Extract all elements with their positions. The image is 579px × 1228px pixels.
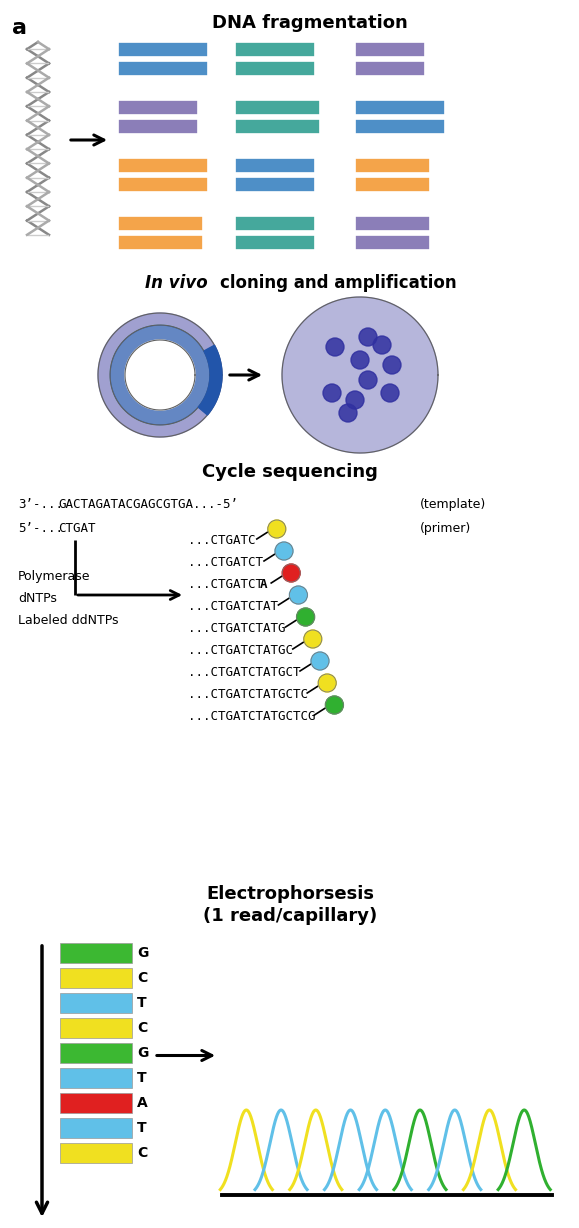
Text: 5’-...: 5’-...: [18, 522, 63, 535]
Circle shape: [381, 384, 399, 402]
Circle shape: [323, 384, 341, 402]
Circle shape: [268, 519, 286, 538]
Polygon shape: [110, 325, 210, 425]
Circle shape: [351, 351, 369, 368]
Text: In vivo: In vivo: [145, 274, 208, 292]
Polygon shape: [282, 297, 438, 453]
Circle shape: [326, 338, 344, 356]
Text: ...CTGATCTATG: ...CTGATCTATG: [188, 623, 285, 635]
Bar: [60, 968, 132, 989]
Bar: [60, 1043, 132, 1063]
Bar: [235, 216, 315, 231]
Bar: [235, 119, 320, 134]
Text: Cycle sequencing: Cycle sequencing: [202, 463, 378, 481]
Text: C: C: [137, 971, 147, 985]
Bar: [235, 235, 315, 251]
Bar: [60, 1018, 132, 1038]
Text: T: T: [137, 1121, 146, 1135]
Circle shape: [346, 391, 364, 409]
Text: G: G: [137, 1046, 148, 1060]
Text: ...CTGATCTATGCT: ...CTGATCTATGCT: [188, 666, 301, 679]
Circle shape: [296, 608, 314, 626]
Bar: [60, 1068, 132, 1088]
Text: 3’-...: 3’-...: [18, 499, 63, 511]
Circle shape: [339, 404, 357, 422]
Text: ...CTGATCTATGCTCG: ...CTGATCTATGCTCG: [188, 710, 316, 723]
Circle shape: [359, 328, 377, 346]
Bar: [60, 1143, 132, 1163]
Text: GACTAGATACGAGCGTGA...-5’: GACTAGATACGAGCGTGA...-5’: [58, 499, 238, 511]
Bar: [118, 99, 198, 115]
Text: Labeled ddNTPs: Labeled ddNTPs: [18, 614, 119, 628]
Text: C: C: [137, 1146, 147, 1160]
Bar: [355, 216, 430, 231]
Bar: [118, 119, 198, 134]
Bar: [60, 993, 132, 1013]
Text: G: G: [137, 946, 148, 960]
Bar: [355, 119, 445, 134]
Text: a: a: [12, 18, 27, 38]
Text: ...CTGATCTAT: ...CTGATCTAT: [188, 600, 278, 613]
Text: Electrophorsesis: Electrophorsesis: [206, 885, 374, 903]
Circle shape: [325, 696, 343, 713]
Text: ...CTGATCT: ...CTGATCT: [188, 556, 263, 569]
Polygon shape: [198, 345, 222, 415]
Bar: [118, 216, 203, 231]
Bar: [235, 158, 315, 173]
Bar: [118, 61, 208, 76]
Polygon shape: [98, 313, 222, 437]
Bar: [355, 99, 445, 115]
Text: (1 read/capillary): (1 read/capillary): [203, 907, 377, 925]
Circle shape: [290, 586, 307, 604]
Circle shape: [359, 371, 377, 389]
Text: Polymerase: Polymerase: [18, 570, 90, 583]
Text: A: A: [137, 1097, 148, 1110]
Text: CTGAT: CTGAT: [58, 522, 96, 535]
Text: C: C: [137, 1020, 147, 1035]
Bar: [118, 235, 203, 251]
Bar: [355, 235, 430, 251]
Circle shape: [383, 356, 401, 375]
Circle shape: [275, 542, 293, 560]
Bar: [235, 61, 315, 76]
Text: DNA fragmentation: DNA fragmentation: [212, 14, 408, 32]
Bar: [118, 177, 208, 192]
Text: T: T: [137, 996, 146, 1009]
Text: ...CTGATCTATGCTC: ...CTGATCTATGCTC: [188, 688, 308, 701]
Bar: [118, 158, 208, 173]
Bar: [235, 42, 315, 56]
Bar: [60, 1093, 132, 1113]
Polygon shape: [125, 340, 195, 410]
Polygon shape: [110, 325, 210, 425]
Text: ...CTGATC: ...CTGATC: [188, 534, 255, 546]
Bar: [355, 158, 430, 173]
Text: A: A: [260, 578, 267, 591]
Text: ...CTGATCT: ...CTGATCT: [188, 578, 263, 591]
Bar: [355, 61, 425, 76]
Circle shape: [318, 674, 336, 693]
Circle shape: [311, 652, 329, 670]
Text: cloning and amplification: cloning and amplification: [220, 274, 457, 292]
Text: (primer): (primer): [420, 522, 471, 535]
Bar: [60, 1117, 132, 1138]
Text: T: T: [137, 1071, 146, 1086]
Bar: [235, 99, 320, 115]
Text: dNTPs: dNTPs: [18, 592, 57, 605]
Circle shape: [373, 336, 391, 354]
Bar: [235, 177, 315, 192]
Bar: [118, 42, 208, 56]
Bar: [355, 42, 425, 56]
Circle shape: [282, 564, 300, 582]
Circle shape: [304, 630, 322, 648]
Bar: [60, 943, 132, 963]
Text: ...CTGATCTATGC: ...CTGATCTATGC: [188, 643, 293, 657]
Text: (template): (template): [420, 499, 486, 511]
Bar: [355, 177, 430, 192]
